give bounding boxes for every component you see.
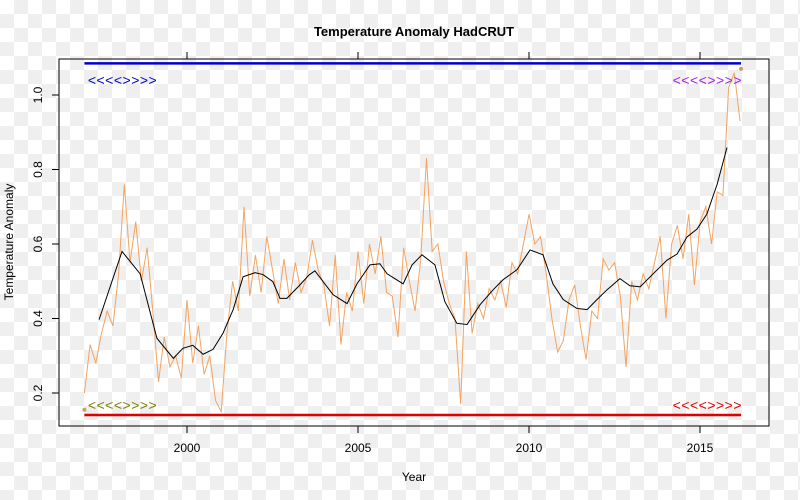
x-tick-label: 2010 — [516, 441, 543, 455]
x-tick-label: 2000 — [174, 441, 201, 455]
y-axis-label: Temperature Anomaly — [2, 184, 16, 301]
plot-frame — [58, 58, 770, 427]
x-axis-label: Year — [402, 470, 426, 484]
series-line-monthly — [83, 72, 741, 414]
annotation-bottom-left: <<<<>>>> — [88, 397, 157, 413]
annotation-top-left: <<<<>>>> — [88, 72, 157, 88]
y-tick-label: 1.0 — [31, 86, 45, 103]
y-tick-label: 0.6 — [31, 235, 45, 252]
x-tick-label: 2015 — [687, 441, 714, 455]
annotation-bottom-right: <<<<>>>> — [673, 397, 742, 413]
y-tick-label: 0.8 — [31, 161, 45, 178]
chart-title: Temperature Anomaly HadCRUT — [314, 24, 514, 39]
x-tick-label: 2005 — [345, 441, 372, 455]
series-line-smoothed — [98, 147, 728, 360]
annotation-top-right: <<<<>>>> — [673, 72, 742, 88]
y-tick-label: 0.4 — [31, 310, 45, 327]
y-tick-label: 0.2 — [31, 384, 45, 401]
data-point — [739, 66, 744, 71]
data-point — [82, 407, 87, 412]
